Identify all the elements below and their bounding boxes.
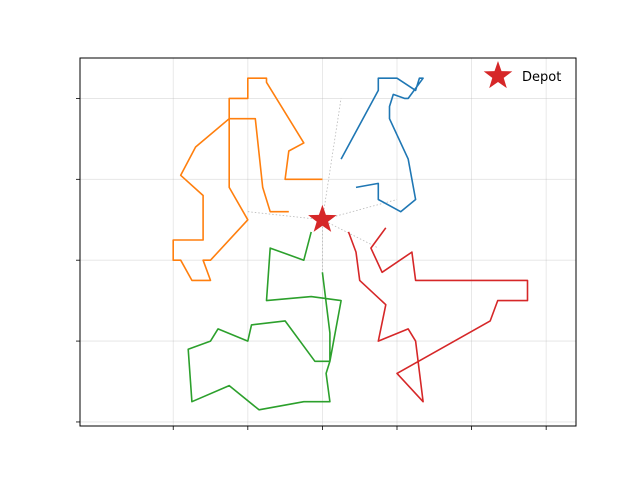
route-line-2 (187, 231, 342, 411)
legend-depot-label: Depot (522, 70, 561, 85)
axis-ticks (76, 98, 547, 430)
legend-star-icon (483, 61, 513, 89)
legend: Depot (483, 61, 561, 89)
depot-spoke-0 (322, 98, 342, 220)
route-line-0 (340, 77, 424, 213)
legend-depot-marker (483, 61, 513, 89)
route-series (172, 77, 529, 411)
depot-marker (308, 204, 337, 232)
grid-lines (80, 58, 576, 426)
depot-layer (308, 204, 337, 232)
depot-spoke-2 (322, 219, 379, 249)
plot-frame (79, 57, 577, 427)
route-line-3 (347, 227, 529, 403)
route-line-1 (172, 77, 323, 282)
